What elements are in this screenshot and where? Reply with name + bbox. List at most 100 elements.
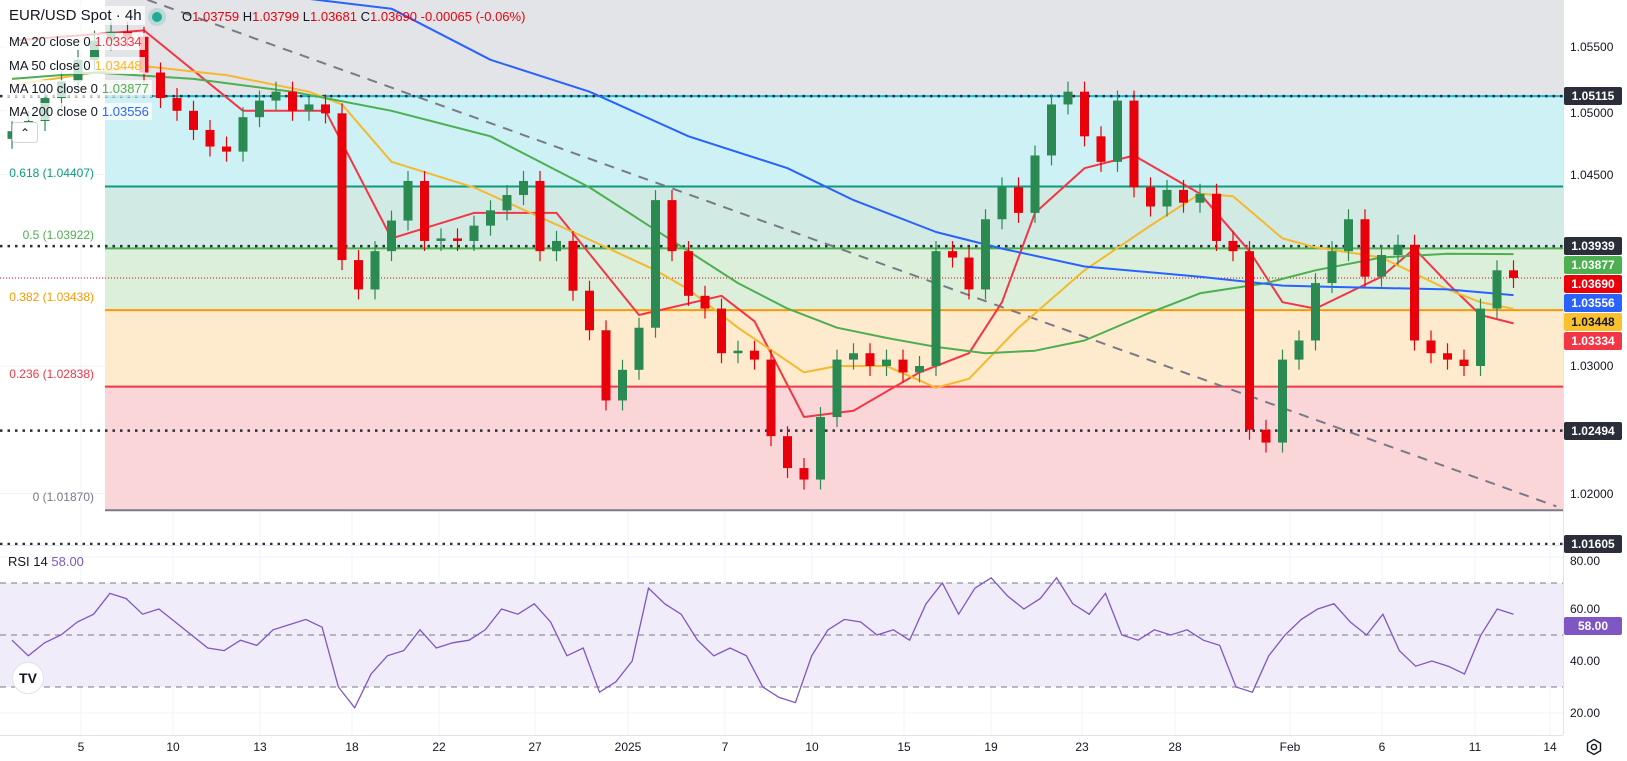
candle-body xyxy=(1129,100,1139,188)
time-axis[interactable] xyxy=(0,735,1563,761)
candle-body xyxy=(486,210,495,226)
candle-body xyxy=(469,225,479,241)
candle-body xyxy=(1344,219,1353,252)
candle-body xyxy=(717,308,726,354)
candle-body xyxy=(766,359,776,437)
candle-body xyxy=(1014,187,1023,213)
symbol-title[interactable]: EUR/USD Spot · 4h xyxy=(6,6,145,25)
candle-body xyxy=(799,468,809,480)
candle-body xyxy=(255,100,264,118)
price-tick-label: 1.03000 xyxy=(1570,359,1614,373)
price-tick-label: 1.04500 xyxy=(1570,167,1614,182)
candle-body xyxy=(1113,100,1122,162)
candle-body xyxy=(1311,283,1320,341)
open-value: 1.03759 xyxy=(192,9,240,24)
price-tick-label: 1.02000 xyxy=(1570,486,1614,501)
legend-ma20[interactable]: MA 20 close 0 1.03334 xyxy=(6,33,145,50)
price-axis[interactable] xyxy=(1563,0,1627,735)
legend-ma200[interactable]: MA 200 close 0 1.03556 xyxy=(6,103,152,120)
candle-body xyxy=(1212,193,1221,241)
candle-body xyxy=(1096,136,1106,162)
candle-body xyxy=(420,180,429,241)
candle-body xyxy=(1245,251,1254,430)
candle-body xyxy=(156,72,165,99)
candle-body xyxy=(304,104,314,111)
candle-body xyxy=(403,180,413,221)
rsi-value: 58.00 xyxy=(51,554,84,569)
candle-body xyxy=(1146,187,1155,207)
tradingview-logo[interactable]: TV xyxy=(12,662,44,694)
rsi-tick-label: 40.00 xyxy=(1570,654,1601,668)
candle-body xyxy=(370,251,380,290)
fib-label-0.5: 0.5 (1.03922) xyxy=(22,228,94,243)
candle-body xyxy=(964,257,974,290)
price-badge: 1.03690 xyxy=(1564,275,1622,294)
fib-label-0: 0 (1.01870) xyxy=(32,490,94,505)
candle-body xyxy=(1030,155,1040,213)
price-badge: 1.03334 xyxy=(1564,332,1622,351)
candle-body xyxy=(1443,353,1452,360)
high-value: 1.03799 xyxy=(252,9,300,24)
trendline[interactable] xyxy=(146,0,1557,508)
candle-body xyxy=(354,260,363,290)
date-tick-label: 13 xyxy=(253,740,267,754)
candle-body xyxy=(997,187,1007,220)
date-tick-label: 10 xyxy=(805,740,819,754)
price-badge: 1.05115 xyxy=(1564,87,1622,106)
price-badge: 1.03448 xyxy=(1564,313,1622,332)
candle-body xyxy=(865,353,875,366)
candle-body xyxy=(1294,340,1304,360)
ma-value: 1.03556 xyxy=(101,104,149,119)
candle-body xyxy=(519,180,528,196)
candle-body xyxy=(139,36,149,73)
fib-label-0.382: 0.382 (1.03438) xyxy=(9,290,94,305)
price-tick-label: 1.05000 xyxy=(1570,106,1614,121)
price-chart[interactable] xyxy=(0,0,1563,735)
candle-body xyxy=(1476,308,1485,366)
candle-body xyxy=(898,359,908,373)
rsi-tick-label: 20.00 xyxy=(1570,706,1601,720)
legend-ma50[interactable]: MA 50 close 0 1.03448 xyxy=(6,57,145,74)
rsi-tick-label: 80.00 xyxy=(1570,554,1601,568)
ma-line-ma200 xyxy=(309,0,1514,297)
ma-label: MA 200 close 0 xyxy=(9,104,98,119)
trendline-line xyxy=(146,0,1557,508)
candle-body xyxy=(387,220,396,252)
legend-ma100[interactable]: MA 100 close 0 1.03877 xyxy=(6,80,152,97)
candle-body xyxy=(568,240,578,291)
rsi-legend[interactable]: RSI 14 58.00 xyxy=(8,554,84,569)
ma-value: 1.03334 xyxy=(94,34,142,49)
legend-collapse-button[interactable]: ⌃ xyxy=(12,122,38,143)
close-label: C xyxy=(360,9,371,24)
candle-body xyxy=(1377,254,1386,277)
price-badge: 1.01605 xyxy=(1564,535,1622,553)
candle-body xyxy=(783,436,792,469)
moving-averages xyxy=(11,0,1514,418)
candle-body xyxy=(882,359,891,366)
fibonacci-retracement[interactable] xyxy=(105,0,1563,512)
date-tick-label: 27 xyxy=(528,740,542,754)
candle-body xyxy=(667,200,677,252)
candle-body xyxy=(1393,244,1403,255)
price-badge: 1.03877 xyxy=(1564,256,1622,275)
change-value: -0.00065 (-0.06%) xyxy=(420,9,526,24)
fib-label-0.618: 0.618 (1.04407) xyxy=(9,166,94,181)
candle-body xyxy=(1492,270,1502,309)
open-label: O xyxy=(182,9,193,24)
date-tick-label: 11 xyxy=(1468,740,1482,754)
rsi-tick-label: 60.00 xyxy=(1570,602,1601,616)
candle-body xyxy=(288,91,297,111)
price-tick-label: 1.05500 xyxy=(1570,40,1614,54)
gear-icon[interactable] xyxy=(1585,738,1603,756)
low-label: L xyxy=(302,9,310,24)
candle-body xyxy=(453,238,462,241)
date-tick-label: 7 xyxy=(721,740,729,754)
candle-body xyxy=(321,104,330,114)
ma-value: 1.03448 xyxy=(94,58,142,73)
symbol-label: EUR/USD Spot · 4h xyxy=(9,7,142,24)
candle-body xyxy=(601,330,611,401)
candle-body xyxy=(1162,189,1172,207)
date-tick-label: 22 xyxy=(432,740,446,754)
horizontal-lines xyxy=(0,94,1563,546)
candle-body xyxy=(1360,219,1370,277)
